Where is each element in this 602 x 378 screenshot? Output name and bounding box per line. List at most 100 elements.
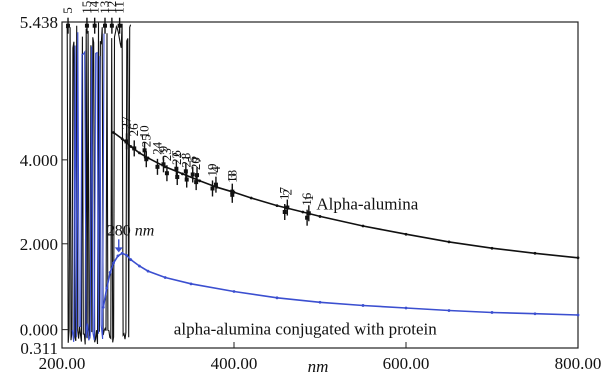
peak-marker-dot bbox=[175, 175, 180, 180]
conjugated-protein-point bbox=[163, 276, 167, 279]
peak-marker-dot bbox=[142, 148, 147, 153]
conjugated-protein-point bbox=[105, 286, 109, 290]
labels-group: 280 nm Alpha-alumina alpha-alumina conjuga… bbox=[107, 195, 437, 339]
peak-marker-label: 9 bbox=[155, 146, 170, 153]
peak-marker-dot bbox=[213, 182, 218, 187]
peak-marker-label: 2 bbox=[279, 189, 294, 196]
peak-marker-dot bbox=[210, 186, 215, 191]
alpha-alumina-point bbox=[249, 196, 253, 200]
alpha-alumina-point bbox=[490, 246, 494, 250]
alpha-alumina-point bbox=[447, 240, 451, 244]
peak-marker-dot bbox=[282, 209, 287, 214]
conjugated-protein-point bbox=[138, 264, 141, 268]
conjugated-protein-point bbox=[533, 312, 537, 316]
alpha-alumina-point bbox=[318, 215, 322, 218]
peak-marker-label: 4 bbox=[208, 166, 223, 173]
peak-marker-dot bbox=[174, 166, 179, 171]
x-tick-label: 800.00 bbox=[555, 354, 602, 373]
peak-marker-label: 25 bbox=[138, 134, 153, 147]
peak-marker-dot bbox=[132, 146, 137, 151]
plot-frame-group bbox=[61, 21, 579, 349]
peak-marker-dot bbox=[109, 23, 114, 28]
peak-marker-dot bbox=[194, 180, 199, 185]
conjugated-protein-line bbox=[102, 252, 579, 316]
y-tick-label: 0.311 bbox=[20, 339, 58, 358]
alpha-alumina-point bbox=[129, 145, 133, 148]
alpha-alumina-point bbox=[181, 172, 184, 176]
plot-frame bbox=[61, 21, 579, 349]
y-tick-label: 4.000 bbox=[20, 151, 58, 170]
peak-marker-label: 24 bbox=[149, 141, 164, 155]
alpha-alumina-point bbox=[533, 251, 537, 255]
alpha-alumina-point bbox=[198, 179, 202, 183]
conjugated-protein-point bbox=[318, 300, 322, 304]
peak-marker-label: 12 bbox=[104, 1, 119, 14]
conjugated-protein-point bbox=[112, 261, 115, 265]
conjugated-protein-point bbox=[447, 309, 451, 312]
alpha-alumina-line bbox=[113, 131, 579, 259]
alpha-alumina-point bbox=[301, 210, 305, 214]
conjugated-protein-point bbox=[125, 253, 128, 257]
peak-marker-label: 11 bbox=[112, 1, 127, 14]
peak-marker-label: 14 bbox=[87, 0, 102, 14]
peak-annotation-unit: nm bbox=[135, 222, 155, 239]
conjugated-protein-point bbox=[101, 305, 105, 309]
peak-marker-label: 13 bbox=[97, 1, 112, 14]
y-tick-label: 5.438 bbox=[20, 13, 58, 32]
x-axis-unit-label: nm bbox=[308, 357, 329, 376]
peak-marker-dot bbox=[66, 23, 71, 28]
peak-marker-dot bbox=[195, 173, 200, 178]
peak-marker-dot bbox=[103, 23, 107, 28]
peak-marker-dot bbox=[161, 162, 166, 167]
conjugated-protein-point bbox=[576, 313, 580, 317]
peak-marker-dot bbox=[124, 139, 129, 144]
conjugated-protein-point bbox=[404, 306, 408, 310]
peak-marker-dot bbox=[230, 192, 235, 197]
peak-marker-label: 5 bbox=[60, 7, 75, 14]
peak-marker-label: 18 bbox=[224, 170, 239, 183]
peak-marker-dot bbox=[285, 205, 290, 210]
peak-marker-label: 7 bbox=[189, 156, 204, 163]
alpha-alumina-point bbox=[361, 224, 365, 228]
peak-marker-label: 27 bbox=[119, 116, 134, 130]
peak-marker-label: 6 bbox=[168, 150, 183, 157]
conjugated-protein-point bbox=[490, 311, 494, 314]
conjugated-protein-point bbox=[361, 304, 365, 307]
alpha-alumina-point bbox=[275, 204, 279, 208]
peak-marker-dot bbox=[305, 215, 310, 220]
peak-marker-dot bbox=[117, 23, 122, 28]
series-group bbox=[101, 131, 580, 317]
peak-marker-dot bbox=[306, 211, 311, 216]
peak-marker-dot bbox=[155, 164, 160, 169]
peak-marker-label: 15 bbox=[79, 1, 94, 14]
conjugated-protein-point bbox=[232, 290, 236, 293]
y-tick-label: 0.000 bbox=[20, 321, 58, 340]
peak-marker-dot bbox=[164, 171, 169, 176]
peak-marker-label: 26 bbox=[126, 123, 141, 137]
x-tick-label: 200.00 bbox=[39, 354, 86, 373]
markers-group: 1234567891011121314151617181920212223242… bbox=[60, 0, 316, 226]
peak-marker-dot bbox=[183, 169, 188, 174]
peak-marker-label: 8 bbox=[178, 153, 193, 160]
peak-marker-label: 16 bbox=[299, 192, 314, 206]
alpha-alumina-point bbox=[576, 256, 580, 260]
peak-marker-label: 20 bbox=[188, 157, 203, 170]
peak-marker-dot bbox=[92, 23, 97, 28]
noise-group bbox=[65, 22, 132, 345]
alpha-alumina-point bbox=[138, 151, 141, 155]
y-tick-label: 2.000 bbox=[20, 235, 58, 254]
x-tick-label: 600.00 bbox=[383, 354, 430, 373]
conjugated-protein-point bbox=[146, 269, 150, 273]
alpha-alumina-label: Alpha-alumina bbox=[316, 195, 418, 214]
peak-annotation-arrowhead bbox=[114, 247, 123, 253]
peak-marker-label: 21 bbox=[179, 155, 194, 168]
alpha-alumina-point bbox=[112, 131, 115, 134]
peak-marker-label: 19 bbox=[205, 163, 220, 176]
blue-noise-trace bbox=[71, 32, 105, 342]
peak-marker-label: 1 bbox=[301, 195, 316, 202]
peak-marker-dot bbox=[84, 23, 89, 28]
peak-marker-label: 3 bbox=[224, 173, 239, 180]
conjugated-protein-label: alpha-alumina conjugated with protein bbox=[174, 319, 437, 338]
conjugated-protein-point bbox=[116, 254, 120, 258]
